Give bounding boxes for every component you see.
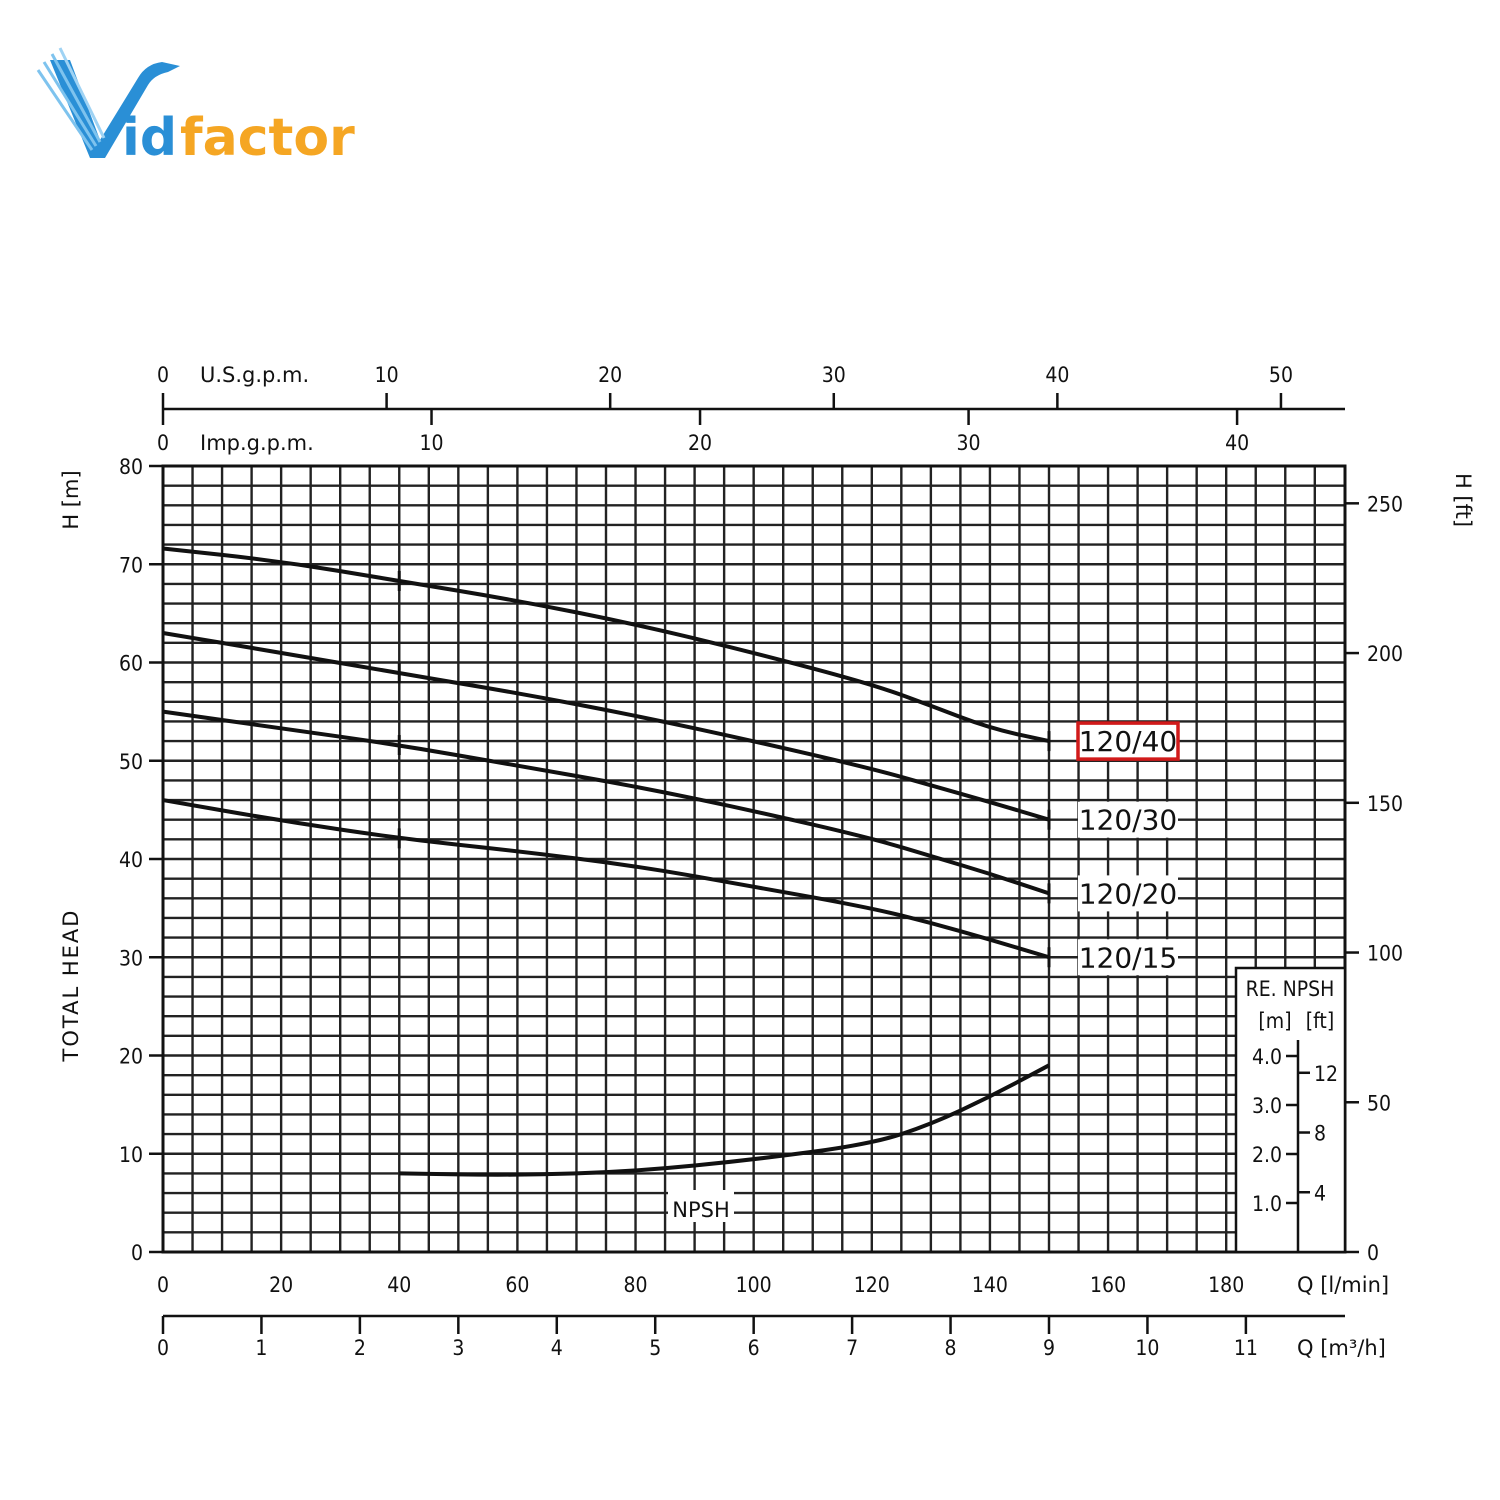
y-tick-label: 20 xyxy=(119,1045,143,1069)
y-axis-unit-label: H [m] xyxy=(59,470,83,529)
us-gpm-tick-label: 0 xyxy=(157,363,169,387)
y-tick-label: 0 xyxy=(131,1241,143,1265)
x-m3h-tick-label: 11 xyxy=(1234,1336,1258,1360)
us-gpm-tick-label: 30 xyxy=(822,363,846,387)
us-gpm-tick-label: 50 xyxy=(1269,363,1293,387)
x-m3h-tick-label: 10 xyxy=(1135,1336,1159,1360)
x-m3h-tick-label: 8 xyxy=(945,1336,957,1360)
x-tick-label: 0 xyxy=(157,1273,169,1297)
curve-label-120-15: 120/15 xyxy=(1079,941,1178,974)
npsh-label-bg xyxy=(668,1190,734,1222)
imp-gpm-tick-label: 20 xyxy=(688,431,712,455)
us-gpm-tick-label: 20 xyxy=(598,363,622,387)
x-tick-label: 80 xyxy=(624,1273,648,1297)
imp-gpm-tick-label: 40 xyxy=(1225,431,1249,455)
y-right-tick-label: 100 xyxy=(1367,942,1403,966)
us-gpm-tick-label: 40 xyxy=(1045,363,1069,387)
logo-text-id: id xyxy=(122,108,177,168)
x-tick-label: 60 xyxy=(505,1273,529,1297)
curve-label-box xyxy=(1078,939,1178,976)
curve-label-120-20: 120/20 xyxy=(1079,877,1178,910)
npsh-inset-ft-label: 4 xyxy=(1314,1181,1326,1205)
curve-label-120-30: 120/30 xyxy=(1079,804,1178,837)
curve-label-box xyxy=(1078,875,1178,912)
curve-label-box xyxy=(1078,801,1178,838)
y-right-tick-label: 50 xyxy=(1367,1091,1391,1115)
chart-series xyxy=(162,546,1051,1177)
npsh-inset-title: RE. NPSH xyxy=(1246,977,1335,1001)
npsh-inset-m-label: 4.0 xyxy=(1252,1045,1282,1069)
y-tick-label: 40 xyxy=(119,848,143,872)
y-right-tick-label: 150 xyxy=(1367,792,1403,816)
imp-gpm-tick-label: 0 xyxy=(157,431,169,455)
y-tick-label: 80 xyxy=(119,455,143,479)
y-tick-label: 70 xyxy=(119,553,143,577)
y-tick-label: 60 xyxy=(119,652,143,676)
x-m3h-tick-label: 7 xyxy=(846,1336,858,1360)
npsh-inset-m-label: 2.0 xyxy=(1252,1143,1282,1167)
npsh-inset-unit-ft: [ft] xyxy=(1306,1009,1334,1033)
npsh-curve-label: NPSH xyxy=(672,1198,730,1222)
npsh-inset-m-label: 3.0 xyxy=(1252,1094,1282,1118)
npsh-inset-unit-m: [m] xyxy=(1258,1009,1291,1033)
x-tick-label: 160 xyxy=(1090,1273,1126,1297)
npsh-inset-ft-label: 12 xyxy=(1314,1062,1338,1086)
imp-gpm-tick-label: 10 xyxy=(419,431,443,455)
y-tick-label: 10 xyxy=(119,1143,143,1167)
x-tick-label: 180 xyxy=(1208,1273,1244,1297)
y-tick-label: 50 xyxy=(119,750,143,774)
y-right-tick-label: 200 xyxy=(1367,642,1403,666)
x-m3h-tick-label: 1 xyxy=(255,1336,267,1360)
us-gpm-tick-label: 10 xyxy=(375,363,399,387)
x-tick-label: 20 xyxy=(269,1273,293,1297)
bird-v-icon xyxy=(36,47,180,158)
x-axis-label: Q [l/min] xyxy=(1297,1273,1389,1297)
curve-120-40 xyxy=(162,546,1050,744)
us-gpm-axis-label: U.S.g.p.m. xyxy=(200,363,309,387)
npsh-inset-ft-label: 8 xyxy=(1314,1122,1326,1146)
curve-120-20 xyxy=(162,709,1050,896)
x-m3h-tick-label: 9 xyxy=(1043,1336,1055,1360)
curve-label-box xyxy=(1076,721,1180,761)
x-tick-label: 120 xyxy=(854,1273,890,1297)
y-right-tick-label: 0 xyxy=(1367,1241,1379,1265)
x-m3h-tick-label: 6 xyxy=(748,1336,760,1360)
logo-text-factor: factor xyxy=(180,108,355,168)
curve-120-30 xyxy=(162,631,1050,822)
imp-gpm-axis-label: Imp.g.p.m. xyxy=(200,431,314,455)
y-tick-label: 30 xyxy=(119,946,143,970)
npsh-inset-box xyxy=(1234,966,1347,1254)
chart-grid xyxy=(163,466,1345,1252)
curve-npsh xyxy=(399,1063,1050,1177)
y-right-tick-label: 250 xyxy=(1367,492,1403,516)
y-right-axis-label: H [ft] xyxy=(1451,473,1475,527)
x-tick-label: 40 xyxy=(387,1273,411,1297)
curve-120-15 xyxy=(162,798,1050,960)
y-axis-title: TOTAL HEAD xyxy=(59,909,83,1063)
x-m3h-tick-label: 2 xyxy=(354,1336,366,1360)
x-m3h-tick-label: 5 xyxy=(649,1336,661,1360)
x-tick-label: 100 xyxy=(736,1273,772,1297)
imp-gpm-tick-label: 30 xyxy=(957,431,981,455)
curve-label-120-40: 120/40 xyxy=(1079,725,1178,758)
x-m3h-axis-label: Q [m³/h] xyxy=(1297,1336,1386,1360)
x-m3h-tick-label: 0 xyxy=(157,1336,169,1360)
x-m3h-tick-label: 4 xyxy=(551,1336,563,1360)
vidfactor-logo: id factor xyxy=(36,47,355,168)
x-tick-label: 140 xyxy=(972,1273,1008,1297)
npsh-inset-m-label: 1.0 xyxy=(1252,1192,1282,1216)
chart-labels: 120/40 120/30 120/20 120/15 NPSH xyxy=(668,721,1180,1222)
x-m3h-tick-label: 3 xyxy=(452,1336,464,1360)
